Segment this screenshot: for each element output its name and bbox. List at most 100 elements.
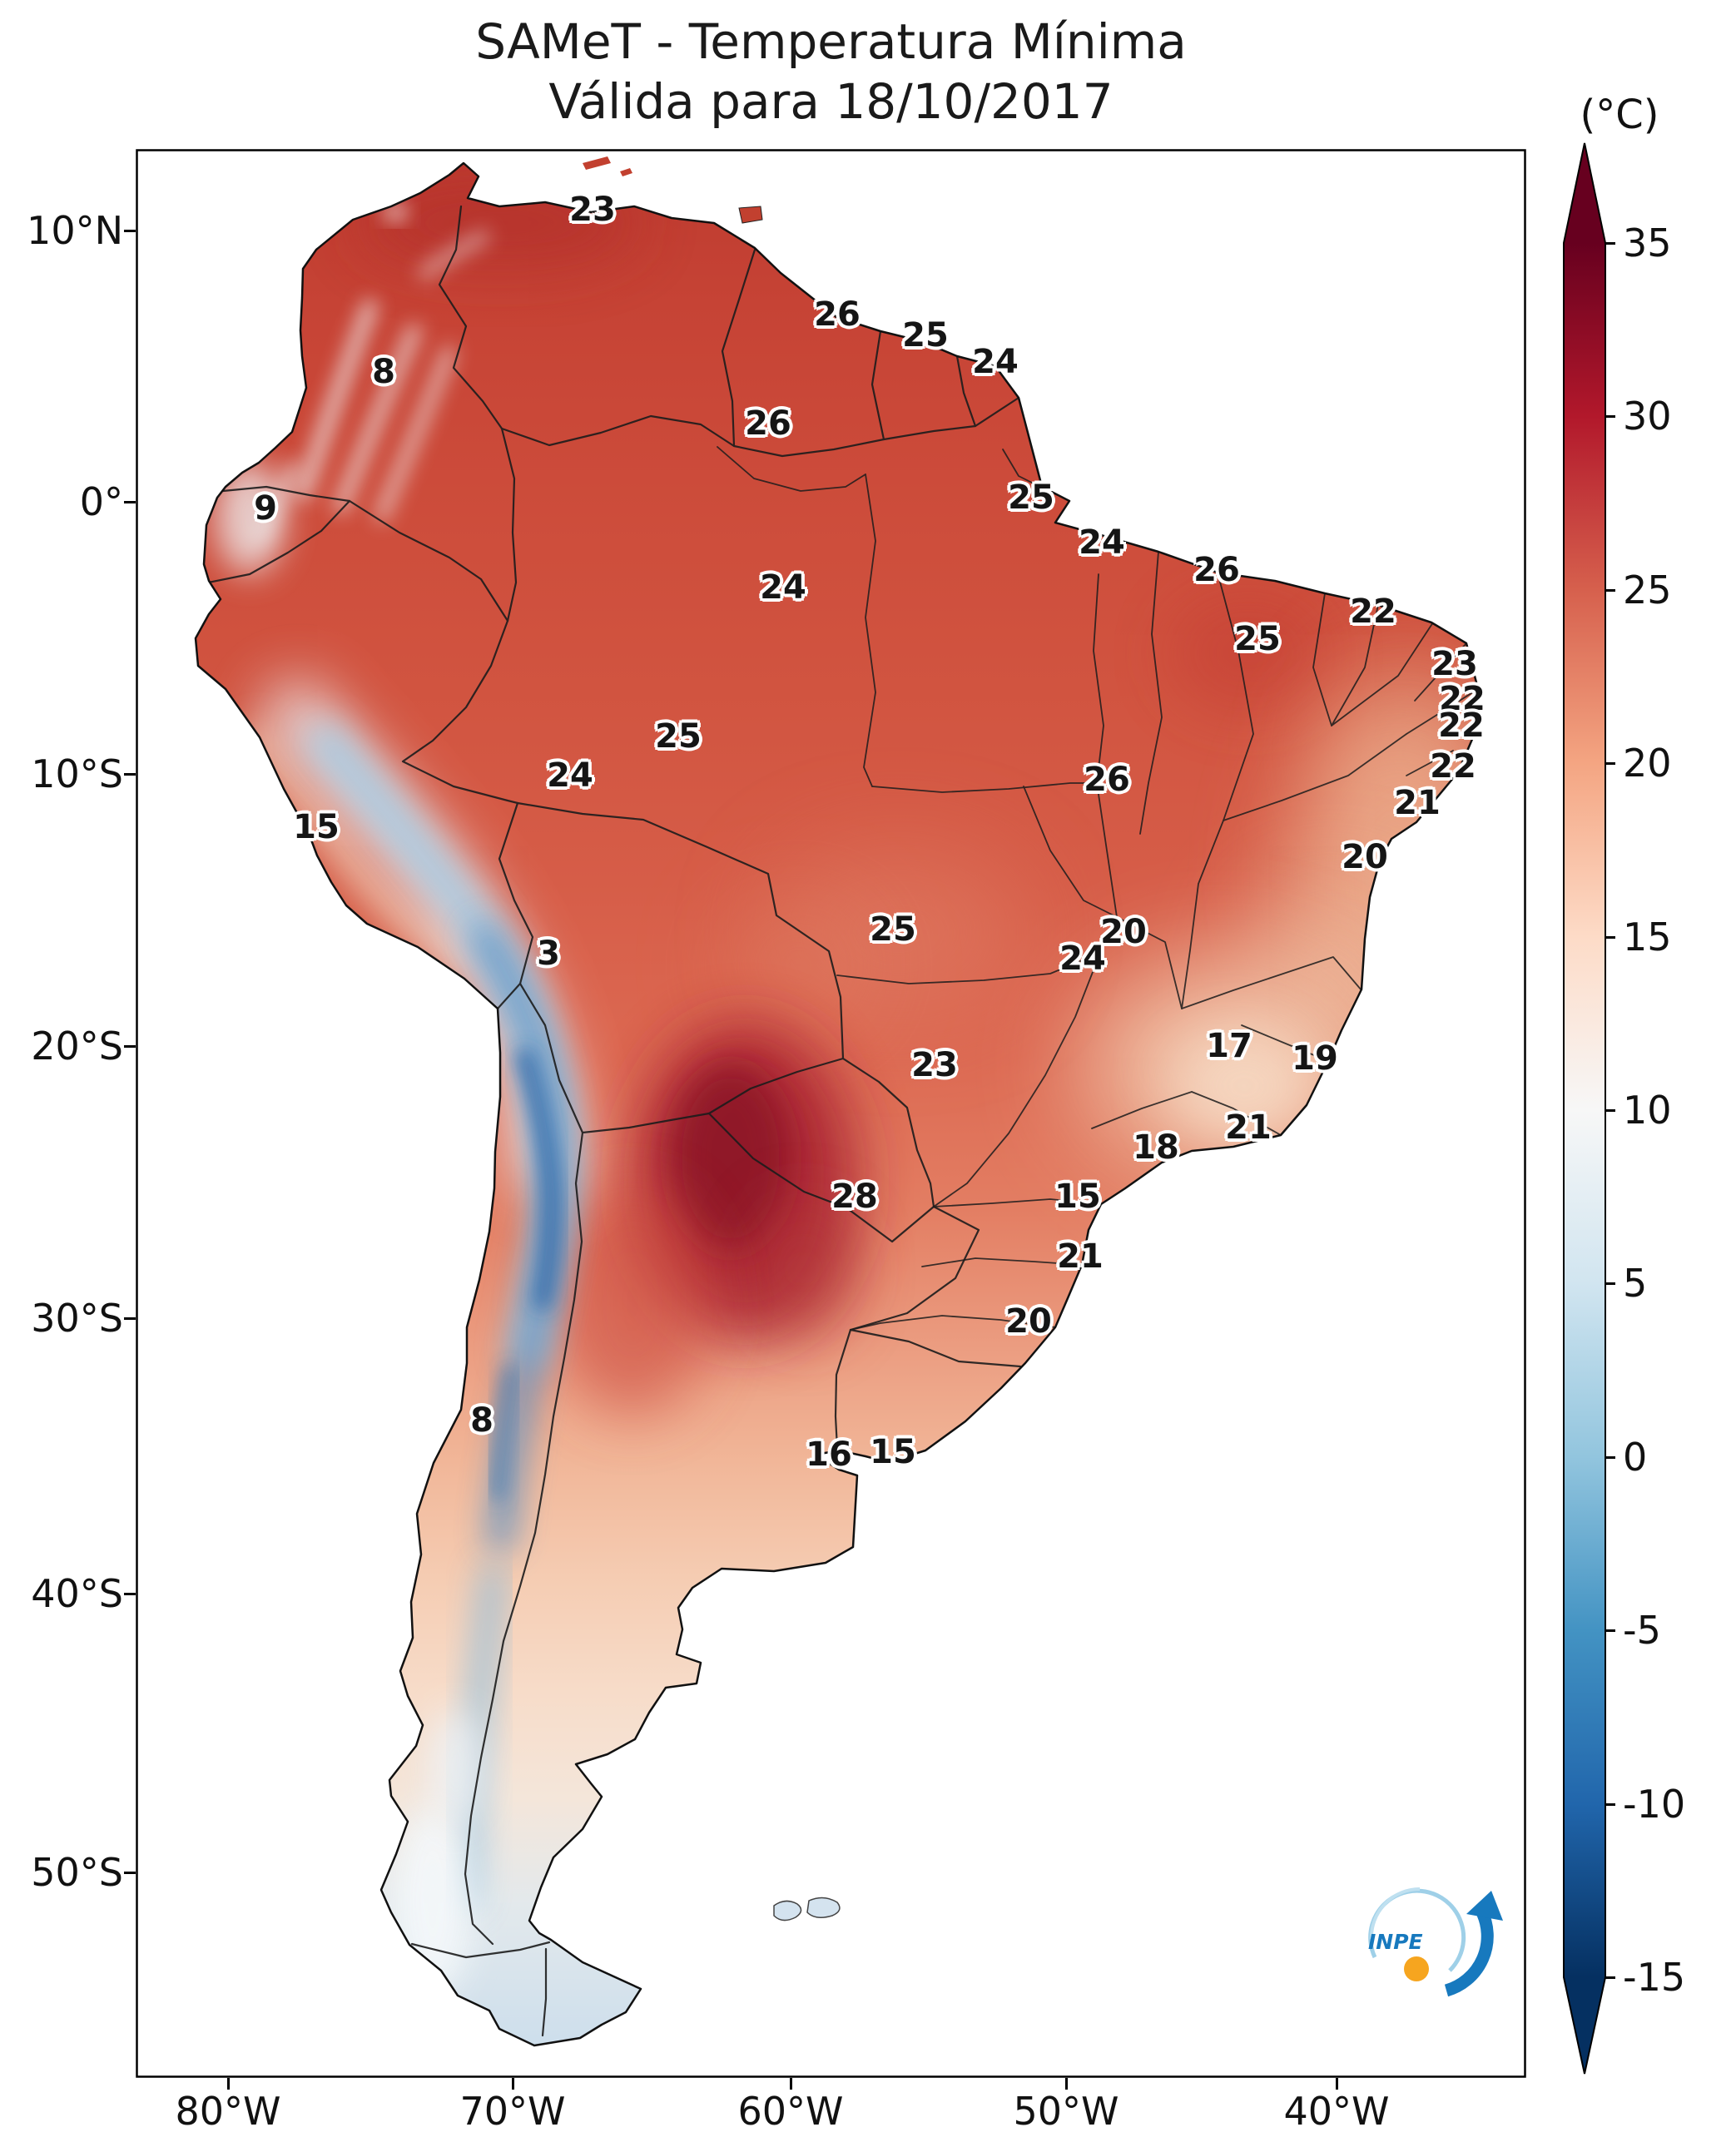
colorbar-tickmark (1605, 762, 1615, 766)
south-america-map: INPE (136, 149, 1526, 2078)
temp-label: 22 (1350, 593, 1396, 631)
lat-tick-label: 30°S (31, 1296, 123, 1341)
lon-tick-label: 40°W (1283, 2089, 1390, 2134)
colorbar (1563, 142, 1606, 2075)
temp-label: 23 (911, 1046, 958, 1084)
lon-tickmark (227, 2078, 230, 2090)
colorbar-tickmark (1605, 588, 1615, 592)
title-line-2: Válida para 18/10/2017 (548, 73, 1114, 130)
colorbar-tick-label: -5 (1623, 1608, 1661, 1654)
country-borders (206, 205, 1022, 2037)
lon-tickmark (1065, 2078, 1068, 2090)
colorbar-tickmark (1605, 242, 1615, 245)
temp-label: 15 (293, 808, 340, 846)
colorbar-gradient (1563, 142, 1606, 2075)
colorbar-tickmark (1605, 1629, 1615, 1633)
lat-tickmark (124, 230, 136, 232)
temp-label: 26 (1084, 761, 1130, 799)
coastline (194, 161, 1480, 2047)
lon-tickmark (1336, 2078, 1338, 2090)
islands (583, 156, 841, 1921)
colorbar-tickmark (1605, 1802, 1615, 1806)
lat-tick-label: 20°S (31, 1024, 123, 1069)
colorbar-tickmark (1605, 415, 1615, 419)
temp-label: 19 (1292, 1039, 1338, 1078)
logo-arrow (1444, 1907, 1494, 1997)
lat-tickmark (124, 1872, 136, 1874)
lat-tickmark (124, 773, 136, 776)
lat-tickmark (124, 501, 136, 503)
temp-label: 25 (1008, 478, 1054, 517)
lon-tick-label: 80°W (175, 2089, 281, 2134)
temp-label: 24 (972, 343, 1019, 381)
colorbar-tick-label: 5 (1623, 1261, 1648, 1307)
temp-label: 23 (569, 191, 616, 229)
logo-orange-dot (1404, 1956, 1429, 1981)
temp-label: 3 (537, 935, 560, 973)
temp-label: 23 (1431, 645, 1478, 683)
colorbar-tick-label: -10 (1623, 1781, 1686, 1827)
colorbar-tick-label: 25 (1623, 567, 1672, 612)
lat-tick-label: 0° (79, 479, 123, 524)
lon-tickmark (512, 2078, 514, 2090)
map-title: SAMeT - Temperatura Mínima Válida para 1… (136, 12, 1526, 131)
lat-tick-label: 40°S (31, 1571, 123, 1616)
falkland-island-east (806, 1897, 841, 1918)
colorbar-tick-label: 35 (1623, 221, 1672, 265)
lon-tick-label: 60°W (737, 2089, 844, 2134)
temp-label: 24 (1079, 523, 1125, 562)
temp-label: 16 (806, 1435, 852, 1474)
temp-label: 20 (1005, 1302, 1052, 1341)
temp-label: 21 (1394, 784, 1441, 822)
trinidad-island (738, 206, 763, 224)
temp-label: 26 (745, 404, 791, 443)
colorbar-tick-label: -15 (1623, 1955, 1686, 2000)
colorbar-tick-label: 15 (1623, 914, 1672, 959)
temp-label: 24 (547, 756, 593, 795)
falkland-island-west (773, 1900, 802, 1921)
temp-label: 22 (1438, 707, 1485, 745)
lat-tickmark (124, 1593, 136, 1595)
temp-label: 20 (1342, 838, 1388, 876)
temp-label: 24 (760, 568, 806, 607)
temp-label: 25 (902, 316, 949, 355)
state-borders (717, 446, 1478, 1331)
temp-label: 15 (870, 1433, 916, 1471)
lon-tick-label: 70°W (459, 2089, 566, 2134)
colorbar-tickmark (1605, 935, 1615, 939)
temp-label: 21 (1057, 1237, 1104, 1276)
temp-label: 8 (470, 1401, 494, 1440)
lon-tickmark (790, 2078, 792, 2090)
temp-label: 25 (655, 717, 702, 756)
temp-label: 9 (254, 489, 277, 528)
temp-label: 21 (1225, 1108, 1272, 1147)
inpe-logo: INPE (1368, 1887, 1503, 1997)
logo-text: INPE (1368, 1930, 1423, 1954)
colorbar-tick-label: 20 (1623, 741, 1672, 786)
temp-label: 26 (814, 295, 861, 334)
temp-label: 25 (1234, 620, 1281, 658)
temp-label: 28 (831, 1178, 878, 1216)
title-line-1: SAMeT - Temperatura Mínima (475, 13, 1187, 70)
colorbar-tickmark (1605, 1976, 1615, 1979)
axes-frame (136, 149, 1526, 2078)
temp-label: 24 (1059, 940, 1106, 978)
colorbar-tickmark (1605, 1455, 1615, 1459)
caribbean-island-small (620, 168, 632, 176)
lat-tickmark (124, 1317, 136, 1320)
temp-label: 25 (870, 910, 916, 949)
caribbean-island (583, 156, 611, 170)
colorbar-unit-label: (°C) (1580, 92, 1659, 138)
lat-tick-label: 50°S (31, 1850, 123, 1895)
colorbar-tickmark (1605, 1282, 1615, 1286)
temp-label: 17 (1206, 1027, 1252, 1065)
temp-label: 22 (1439, 680, 1486, 718)
lat-tickmark (124, 1045, 136, 1048)
logo-arrowhead (1466, 1891, 1503, 1921)
lon-tick-label: 50°W (1013, 2089, 1119, 2134)
colorbar-tick-label: 30 (1623, 394, 1672, 439)
temp-label: 18 (1133, 1128, 1179, 1167)
colorbar-tick-label: 10 (1623, 1088, 1672, 1133)
colorbar-tickmark (1605, 1109, 1615, 1112)
